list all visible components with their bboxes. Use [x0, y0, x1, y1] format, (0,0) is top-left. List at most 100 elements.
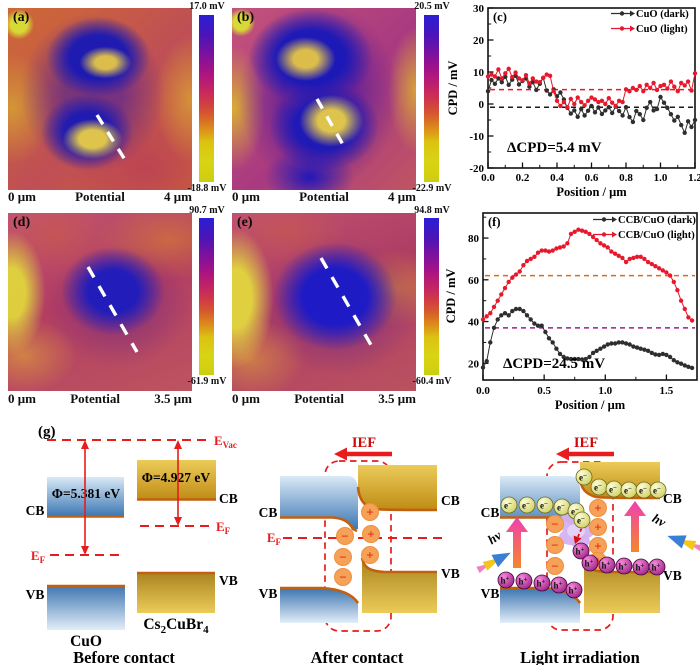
data-point-marker	[585, 98, 591, 104]
cuo-vb-band-after	[280, 588, 358, 623]
svg-text:−: −	[339, 550, 346, 565]
data-point-marker	[499, 313, 504, 318]
positive-charge-icon: +	[361, 546, 379, 564]
data-point-marker	[616, 253, 621, 258]
data-point-marker	[513, 70, 518, 75]
data-point-marker	[524, 258, 530, 264]
data-point-marker	[667, 354, 673, 360]
map-a-x-right: 4 μm	[164, 189, 192, 204]
svg-text:−: −	[341, 529, 348, 544]
y-tick-label: 60	[468, 275, 480, 287]
svg-text:e−: e−	[504, 499, 512, 510]
before-contact-section: (g) EVac Φ=5.381 eV CB EF VB Φ=4.927 eV …	[26, 424, 238, 665]
data-point-marker	[506, 66, 511, 72]
delta-cpd-annotation: ΔCPD=5.4 mV	[507, 140, 602, 156]
data-point-marker	[510, 275, 515, 280]
data-point-marker	[551, 89, 556, 94]
svg-text:h+: h+	[536, 577, 545, 588]
map-b-x-left: 0 μm	[232, 189, 260, 204]
data-point-marker	[541, 75, 546, 81]
data-point-marker	[616, 340, 621, 345]
colorbar-b	[424, 15, 439, 182]
data-point-marker	[630, 119, 636, 125]
data-point-marker	[547, 73, 553, 79]
data-point-marker	[523, 73, 529, 78]
negative-charge-icon: −	[334, 568, 352, 586]
data-point-marker	[568, 96, 574, 102]
data-point-marker	[603, 108, 608, 113]
evac-label: EVac	[214, 433, 237, 450]
svg-text:e−: e−	[571, 505, 579, 516]
data-point-marker	[616, 108, 622, 114]
legend-marker-icon	[630, 25, 635, 32]
data-point-marker	[572, 229, 577, 234]
data-point-marker	[661, 82, 667, 88]
data-point-marker	[488, 311, 493, 316]
data-point-marker	[634, 345, 640, 350]
data-point-marker	[495, 317, 500, 322]
data-point-marker	[672, 84, 677, 89]
data-point-marker	[656, 266, 662, 271]
data-point-marker	[579, 106, 584, 112]
data-point-marker	[678, 298, 684, 303]
colorbar-a-max: 17.0 mV	[189, 1, 225, 12]
legend-label: CuO (dark)	[636, 9, 689, 20]
x-tick-label: 0.8	[619, 172, 633, 184]
data-point-marker	[644, 82, 649, 88]
data-point-marker	[499, 292, 504, 297]
data-point-marker	[579, 99, 584, 105]
svg-text:h+: h+	[568, 584, 577, 595]
data-point-marker	[665, 105, 670, 111]
data-point-marker	[539, 248, 544, 253]
data-point-marker	[641, 89, 646, 94]
data-point-marker	[492, 81, 498, 87]
plot-area	[482, 212, 698, 381]
hole-ball: h+	[515, 572, 533, 590]
colorbar-e-max: 94.8 mV	[414, 205, 450, 216]
svg-text:+: +	[367, 527, 374, 542]
data-point-marker	[535, 323, 541, 328]
data-point-marker	[634, 87, 639, 93]
profile-line-a	[95, 114, 129, 164]
data-point-marker	[645, 348, 651, 354]
data-point-marker	[641, 117, 646, 123]
delta-cpd-annotation: ΔCPD=24.5 mV	[503, 356, 605, 372]
work-function-cuo: Φ=5.381 eV	[52, 486, 121, 501]
ef-label-after: EF	[267, 530, 282, 547]
data-point-marker	[630, 85, 636, 91]
photon-bolt-icon	[667, 535, 700, 552]
panel-label-g: (g)	[38, 424, 56, 440]
data-point-marker	[689, 88, 694, 93]
cuo-cb-edge-after	[280, 516, 358, 533]
vb-label-light-right: VB	[663, 568, 682, 583]
data-point-marker	[598, 346, 603, 351]
y-tick-label: 30	[473, 3, 485, 15]
data-point-marker	[575, 114, 580, 120]
data-point-marker	[596, 99, 601, 105]
data-point-marker	[672, 118, 677, 123]
data-point-marker	[612, 341, 618, 346]
data-point-marker	[638, 346, 643, 351]
data-point-marker	[653, 352, 658, 357]
data-point-marker	[627, 342, 632, 347]
data-point-marker	[532, 321, 537, 326]
data-point-marker	[589, 103, 594, 109]
data-point-marker	[664, 352, 669, 358]
data-point-marker	[489, 72, 494, 77]
data-point-marker	[557, 245, 563, 250]
colorbar-a	[199, 15, 214, 182]
data-point-marker	[585, 108, 591, 113]
data-point-marker	[565, 241, 570, 246]
data-point-marker	[634, 254, 640, 259]
data-point-marker	[679, 80, 684, 86]
ccb-vb-block	[137, 572, 215, 613]
colorbar-d	[199, 218, 214, 375]
svg-text:h+: h+	[500, 574, 509, 585]
data-point-marker	[649, 350, 655, 356]
map-b-x-right: 4 μm	[388, 189, 416, 204]
panel-label: (f)	[488, 215, 501, 229]
x-tick-label: 0.2	[516, 172, 530, 184]
data-point-marker	[499, 80, 504, 85]
data-point-marker	[678, 361, 684, 366]
data-point-marker	[594, 348, 599, 354]
